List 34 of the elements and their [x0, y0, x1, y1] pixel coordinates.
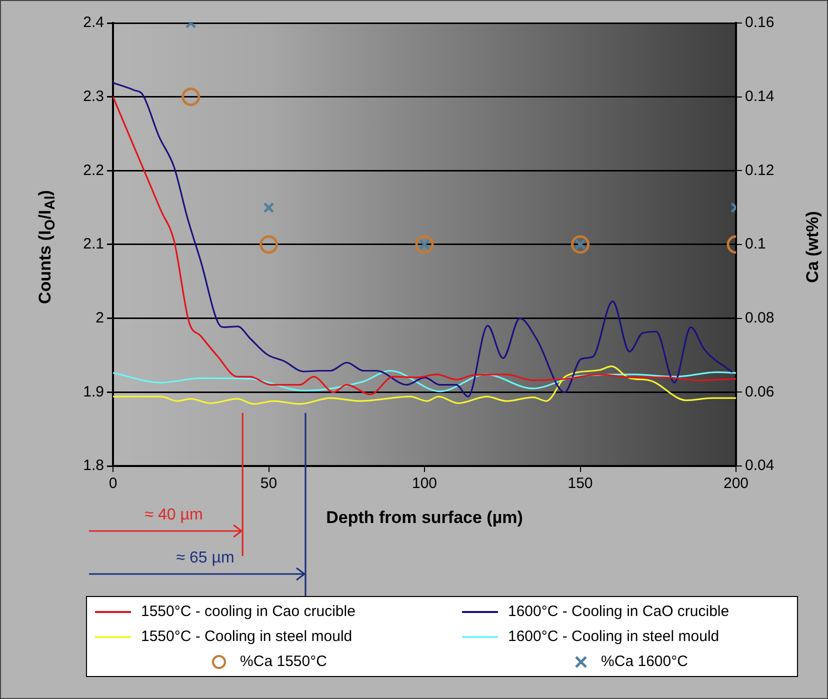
- x-tick-label: 150: [568, 475, 593, 492]
- x-tick-label: 100: [412, 475, 438, 492]
- point: [263, 202, 274, 214]
- point: [260, 235, 278, 254]
- legend-label: 1600°C - Cooling in CaO crucible: [508, 603, 730, 620]
- y2-tick-label: 0.04: [745, 457, 774, 474]
- y2-tick-label: 0.16: [745, 14, 774, 32]
- y-tick-label: 2.2: [83, 162, 104, 179]
- y-tick-label: 2.3: [83, 88, 104, 105]
- y-tick-label: 2.4: [83, 14, 104, 32]
- x-tick-label: 0: [108, 475, 118, 492]
- x-tick-label: 50: [260, 475, 278, 492]
- legend-label: %Ca 1550°C: [240, 653, 327, 670]
- ref-line-label: ≈ 40 µm: [144, 506, 203, 524]
- y2-tick-label: 0.14: [745, 88, 774, 105]
- legend-label: 1550°C - cooling in Cao crucible: [141, 603, 356, 620]
- y-tick-label: 1.9: [83, 383, 104, 400]
- y-tick-label: 2: [96, 309, 104, 326]
- y2-tick-label: 0.12: [745, 162, 774, 179]
- legend-label: %Ca 1600°C: [601, 653, 688, 670]
- ref-line-label: ≈ 65 µm: [176, 549, 234, 566]
- legend-label: 1550°C - Cooling in steel mould: [141, 628, 352, 645]
- point: [182, 88, 200, 106]
- y-tick-label: 1.8: [83, 457, 104, 474]
- x-tick-label: 200: [723, 475, 749, 492]
- y2-tick-label: 0.08: [745, 309, 774, 326]
- x-axis-title: Depth from surface (µm): [326, 508, 523, 528]
- y-tick-label: 2.1: [83, 236, 104, 253]
- y2-axis-title: Ca (wt%): [803, 211, 823, 283]
- point: [415, 235, 434, 254]
- y2-tick-label: 0.1: [745, 236, 766, 253]
- legend-label: 1600°C - Cooling in steel mould: [508, 628, 720, 645]
- point: [571, 235, 590, 254]
- y2-tick-label: 0.06: [745, 383, 774, 400]
